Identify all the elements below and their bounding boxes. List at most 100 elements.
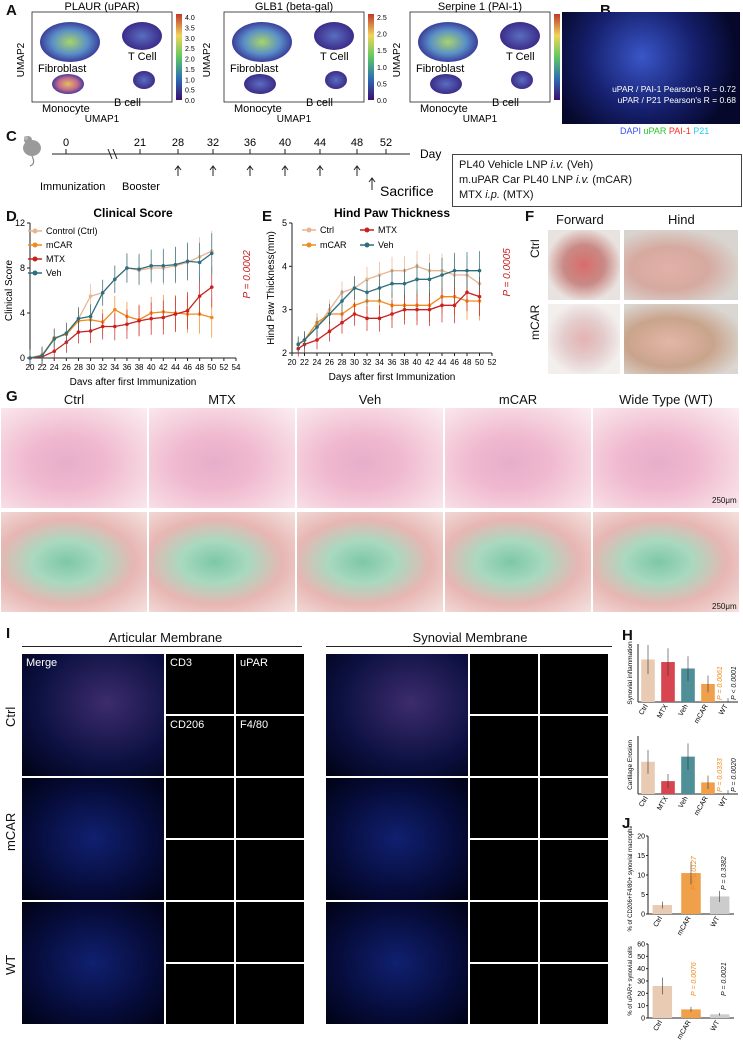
umap-panel-serpine: Serpine 1 (PAI-1) Fibroblast T Cell Mono…	[409, 1, 567, 115]
p-value-label: P = 0.0021	[721, 962, 728, 996]
data-point	[365, 290, 369, 295]
legend-label: Veh	[378, 240, 394, 250]
data-point	[173, 262, 178, 267]
x-tick-label: 32	[98, 363, 107, 372]
legend-marker	[306, 227, 312, 233]
colorbar-tick: 0.5	[185, 88, 195, 95]
y-tick-label: 4	[20, 308, 25, 318]
data-point	[161, 263, 166, 268]
legend-veh: PL40 Vehicle LNP i.v. (Veh)	[459, 159, 594, 171]
x-tick-label: 26	[325, 358, 334, 367]
timeline-day-label: Day	[420, 147, 441, 161]
paw-image-ctrl-forward	[548, 230, 620, 300]
histology-column-label: Ctrl	[63, 392, 85, 407]
p-value-label: P = 0.0061	[717, 666, 724, 700]
x-tick-label: 50	[207, 363, 216, 372]
category-label: Veh	[678, 795, 690, 809]
colorbar-tick: 0.0	[377, 98, 387, 105]
category-label: MTX	[656, 703, 670, 720]
y-axis-label: Synovial inflammation	[627, 641, 634, 705]
synovial-divider	[326, 646, 612, 647]
data-point	[427, 277, 432, 282]
y-tick-label: 10	[637, 1003, 645, 1010]
data-point	[185, 308, 190, 313]
legend-label: mCAR	[320, 240, 347, 250]
y-axis-label: % of uPAR+ synovial cells	[628, 946, 634, 1015]
fluorescence-channel-image	[470, 964, 538, 1024]
safranin-o-stain-image	[1, 512, 147, 612]
timeline-tick-label: 44	[314, 137, 326, 149]
cluster-bcell: B cell	[492, 97, 519, 109]
data-point	[402, 307, 407, 312]
paw-row-mcar: mCAR	[528, 304, 542, 340]
timeline-tick-label: 32	[207, 137, 219, 149]
channel-label: CD206	[170, 719, 205, 731]
x-tick-label: 36	[122, 363, 131, 372]
panel-label-e: E	[262, 208, 273, 225]
data-point	[125, 322, 129, 327]
fluorescence-merge-image	[22, 902, 164, 1024]
pearson-upar-pai1: uPAR / PAI-1 Pearson's R = 0.72	[612, 84, 736, 94]
umap-title-glb1: GLB1 (beta-gal)	[255, 1, 333, 13]
p-value-annotation: P = 0.0005	[502, 248, 513, 297]
data-point	[197, 260, 202, 265]
fluorescence-channel-image: CD206	[166, 716, 234, 776]
category-label: MTX	[656, 795, 670, 812]
bar	[709, 1014, 730, 1018]
data-point	[88, 314, 93, 319]
category-label: Ctrl	[653, 915, 665, 928]
data-point	[452, 268, 457, 273]
timeline-immunization: Immunization	[40, 181, 105, 193]
umap-ylabel: UMAP2	[392, 42, 403, 77]
fluorescence-channel-image	[540, 902, 608, 962]
category-label: WT	[710, 915, 722, 929]
legend-label: mCAR	[46, 240, 73, 250]
data-point	[302, 338, 307, 342]
panel-label-d: D	[6, 208, 17, 225]
y-tick-label: 4	[282, 261, 287, 271]
y-tick-label: 0	[641, 912, 645, 919]
legend-marker	[32, 256, 38, 262]
immunofluorescence-image-b: uPAR / PAI-1 Pearson's R = 0.72 uPAR / P…	[562, 12, 740, 124]
legend-label: MTX	[46, 254, 65, 264]
histology-column-label: MTX	[208, 392, 236, 407]
he-stain-image	[593, 408, 739, 508]
x-axis-label: Days after first Immunization	[70, 377, 197, 385]
umap-ylabel: UMAP2	[16, 42, 27, 77]
timeline-tick-label: 21	[134, 137, 146, 149]
data-point	[377, 316, 382, 321]
histology-column-label: Wide Type (WT)	[619, 392, 713, 407]
x-tick-label: 24	[50, 363, 59, 372]
treatment-arrow-icon	[246, 165, 254, 176]
data-point	[197, 294, 202, 298]
y-tick-label: 60	[637, 942, 645, 949]
bar	[681, 1009, 701, 1018]
data-point	[137, 319, 141, 323]
x-tick-label: 48	[463, 358, 472, 367]
timeline-tick-label: 28	[172, 137, 184, 149]
umap-title-serpine: Serpine 1 (PAI-1)	[438, 1, 522, 13]
data-point	[149, 316, 153, 321]
bar	[709, 896, 730, 914]
x-tick-label: 42	[159, 363, 168, 372]
data-point	[88, 294, 93, 298]
x-tick-label: 28	[74, 363, 83, 372]
cluster-bcell: B cell	[306, 97, 333, 109]
histology-column-label: Veh	[358, 392, 382, 407]
colorbar-tick: 0.0	[185, 98, 195, 105]
bar	[681, 668, 695, 702]
data-point	[76, 330, 81, 334]
paw-hind-label: Hind	[668, 212, 695, 227]
umap-figure: PLAUR (uPAR) Fibroblast T Cell Monocyte …	[16, 1, 567, 125]
data-point	[296, 342, 301, 347]
treatment-arrow-icon	[353, 165, 361, 176]
y-tick-label: 5	[641, 892, 645, 899]
colorbar-tick: 2.5	[185, 46, 195, 53]
y-tick-label: 0	[20, 353, 25, 363]
timeline-tick-label: 40	[279, 137, 291, 149]
legend-marker	[364, 227, 370, 233]
x-tick-label: 44	[438, 358, 447, 367]
data-point	[64, 331, 69, 336]
category-label: WT	[718, 703, 730, 717]
data-point	[352, 286, 357, 290]
